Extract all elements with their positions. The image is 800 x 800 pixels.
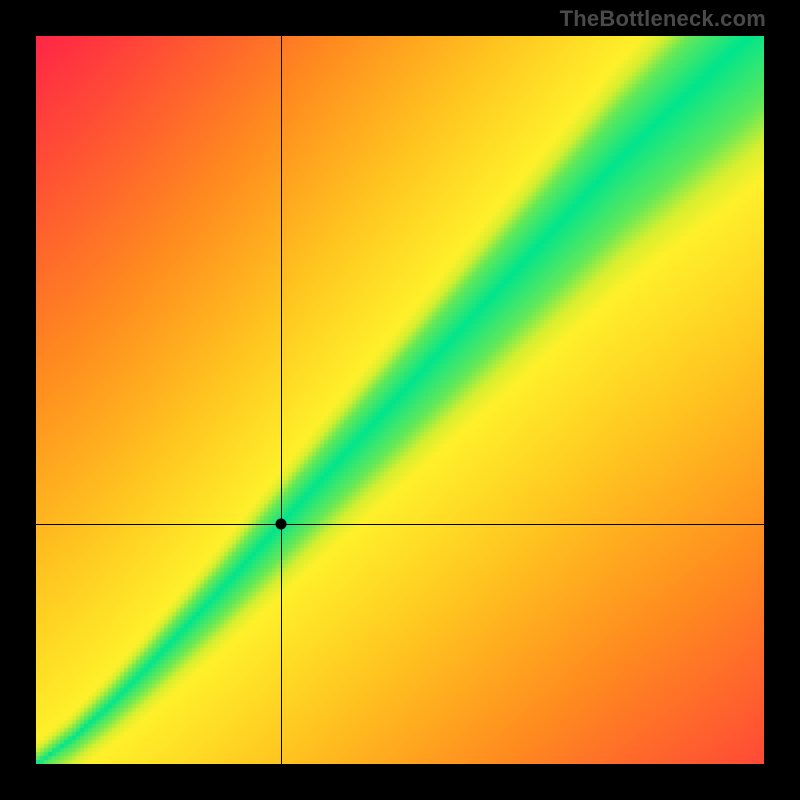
crosshair-marker — [275, 518, 286, 529]
chart-container: TheBottleneck.com — [0, 0, 800, 800]
watermark-text: TheBottleneck.com — [560, 6, 766, 32]
crosshair-vertical — [281, 36, 282, 764]
plot-area — [36, 36, 764, 764]
heatmap-canvas — [36, 36, 764, 764]
crosshair-horizontal — [36, 524, 764, 525]
